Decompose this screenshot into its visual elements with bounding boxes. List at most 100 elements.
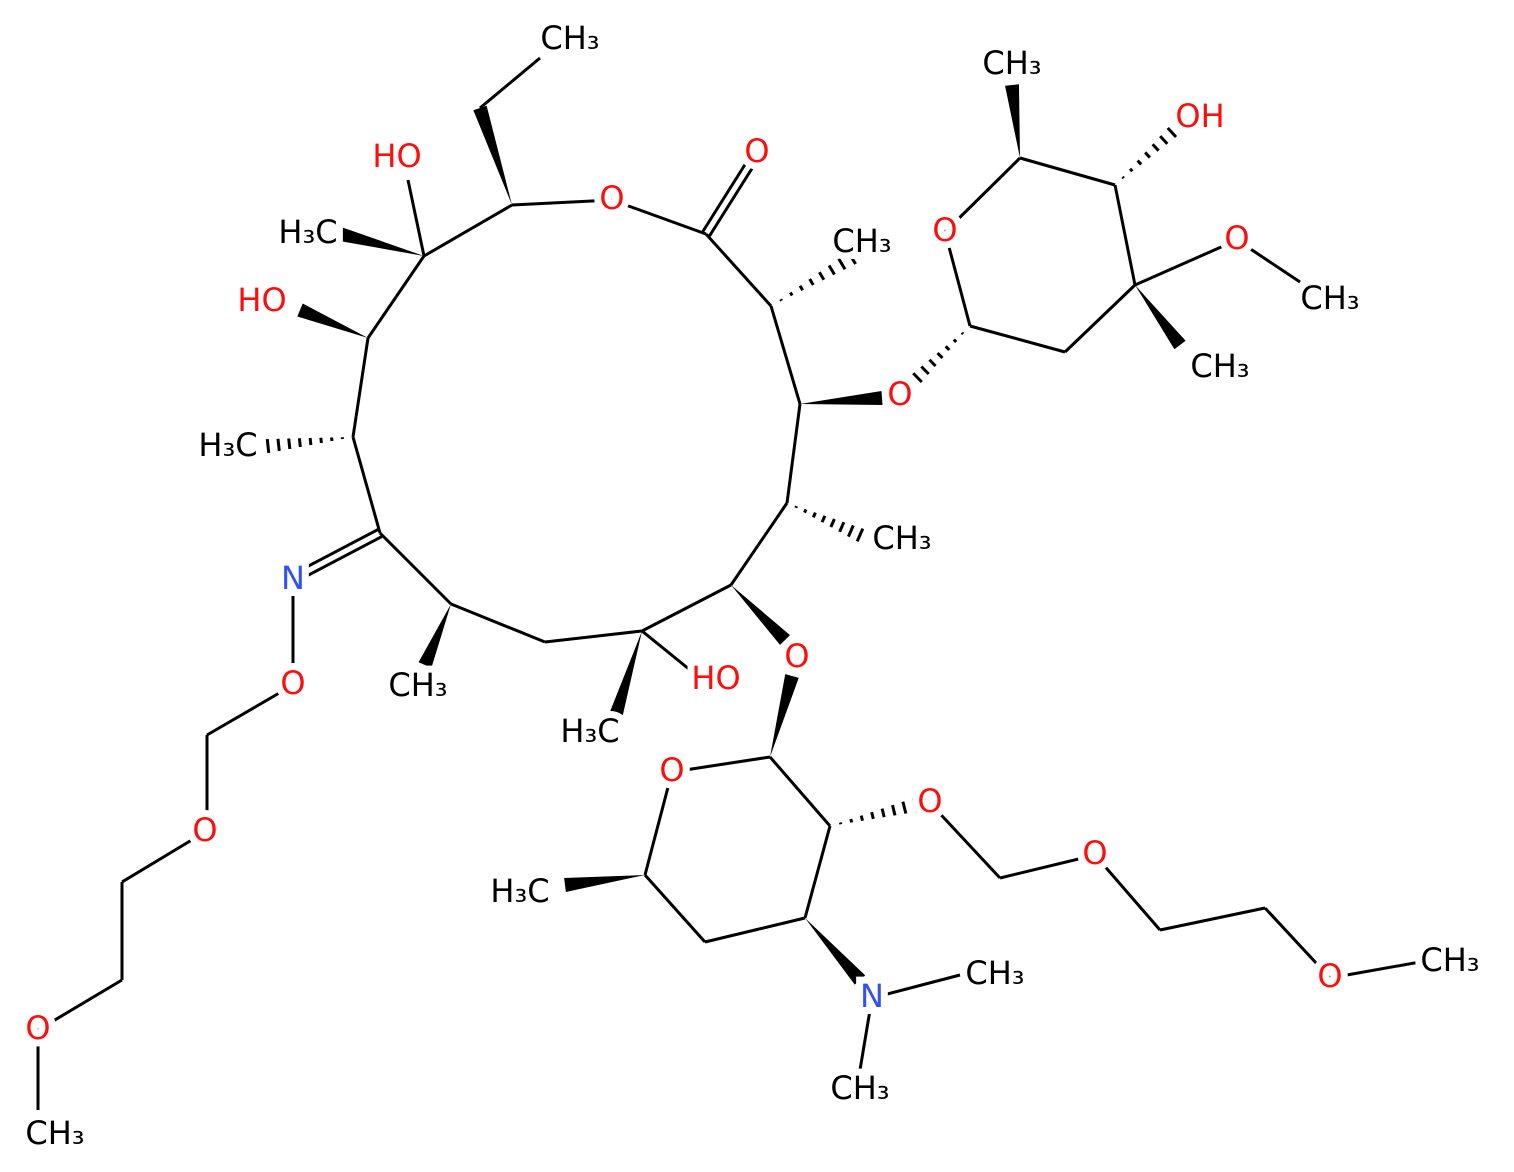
wedge-bond [800,391,883,405]
hash-bond [287,438,292,450]
bond [704,916,806,944]
bond [803,825,832,919]
bond [943,231,972,327]
atom-label: CH₃ [540,19,599,57]
hash-bond [818,271,826,281]
hash-bond [276,438,281,452]
bond [1093,854,1162,931]
bond [969,324,1066,354]
hash-bond [297,438,302,448]
wedge-bond [338,227,424,256]
hash-bond [855,527,865,543]
atom-label: N [860,977,884,1015]
atom-label: HO [237,281,286,319]
bond [1236,238,1301,284]
wedge-bond [418,604,451,668]
bond [643,771,674,876]
hash-bond [928,358,937,368]
bond [928,801,1002,880]
bond [704,232,773,308]
atom-label: HO [691,659,740,697]
bond [671,755,771,774]
hash-bond [808,278,815,286]
hash-bond [960,331,965,336]
atom-label: CH₃ [1300,279,1359,317]
bond [206,683,294,737]
bond [999,853,1096,880]
hash-bond [1159,135,1169,145]
atom-label: O [1224,219,1249,257]
bond [769,305,802,405]
bond [1113,184,1137,286]
hash-bond [1121,175,1125,180]
atom-label: H₃C [278,213,337,251]
hash-bond [880,808,886,818]
bond [858,997,874,1071]
hash-bond [936,351,944,360]
hash-bond [811,511,817,519]
bond [121,830,206,884]
atom-label: CH₃ [1190,347,1249,385]
bond [406,179,426,257]
bond [1063,283,1137,354]
wedge-bond [608,631,642,721]
hash-bond [911,797,919,813]
atom-label: CH₃ [388,666,447,704]
wedge-bond [1135,285,1186,350]
bond [611,198,707,236]
hash-bond [1151,143,1160,152]
bond [351,337,370,438]
bond [641,583,732,633]
hash-bond [820,515,827,523]
bond [943,156,1022,234]
hash-bond [952,338,958,344]
bond [378,531,453,606]
bond [641,629,701,680]
atom-label: CH₃ [830,1069,889,1107]
atom-label: O [192,811,217,849]
atom-label: CH₃ [25,1114,84,1152]
atom-label: O [659,751,684,789]
bond [366,255,426,339]
hash-bond [1166,126,1178,139]
hash-bond [1174,118,1186,132]
hash-bond [847,251,857,265]
bond [37,978,123,1032]
hash-bond [849,818,854,823]
hash-bond [920,365,930,376]
bond [423,203,513,258]
bond [643,873,707,944]
atom-label: CH₃ [872,519,931,557]
atom-label: OH [1175,97,1224,135]
hash-bond [779,298,783,302]
hash-bond [798,284,805,292]
bond [1159,906,1266,932]
hash-bond [794,505,798,509]
bond [871,973,961,1000]
atom-label: O [1317,957,1342,995]
hash-bond [308,437,313,446]
bond [1134,238,1238,287]
hash-bond [1144,151,1151,159]
wedge-bond [731,585,790,645]
wedge-bond [770,674,799,757]
bond [479,56,541,110]
atom-label: O [784,637,809,675]
wedge-bond [564,875,645,892]
hash-bond [847,524,855,538]
atom-label: O [599,179,624,217]
atom-label: HO [372,137,421,175]
wedge-bond [297,303,368,338]
hash-bond [829,518,836,528]
bond [729,502,789,586]
hash-bond [944,345,951,352]
atom-label: CH₃ [965,954,1024,992]
atom-label: O [744,132,769,170]
bond [1329,960,1421,980]
bond [544,629,643,644]
hash-bond [1128,167,1134,173]
hash-bond [827,264,836,276]
hash-bond [870,811,875,820]
